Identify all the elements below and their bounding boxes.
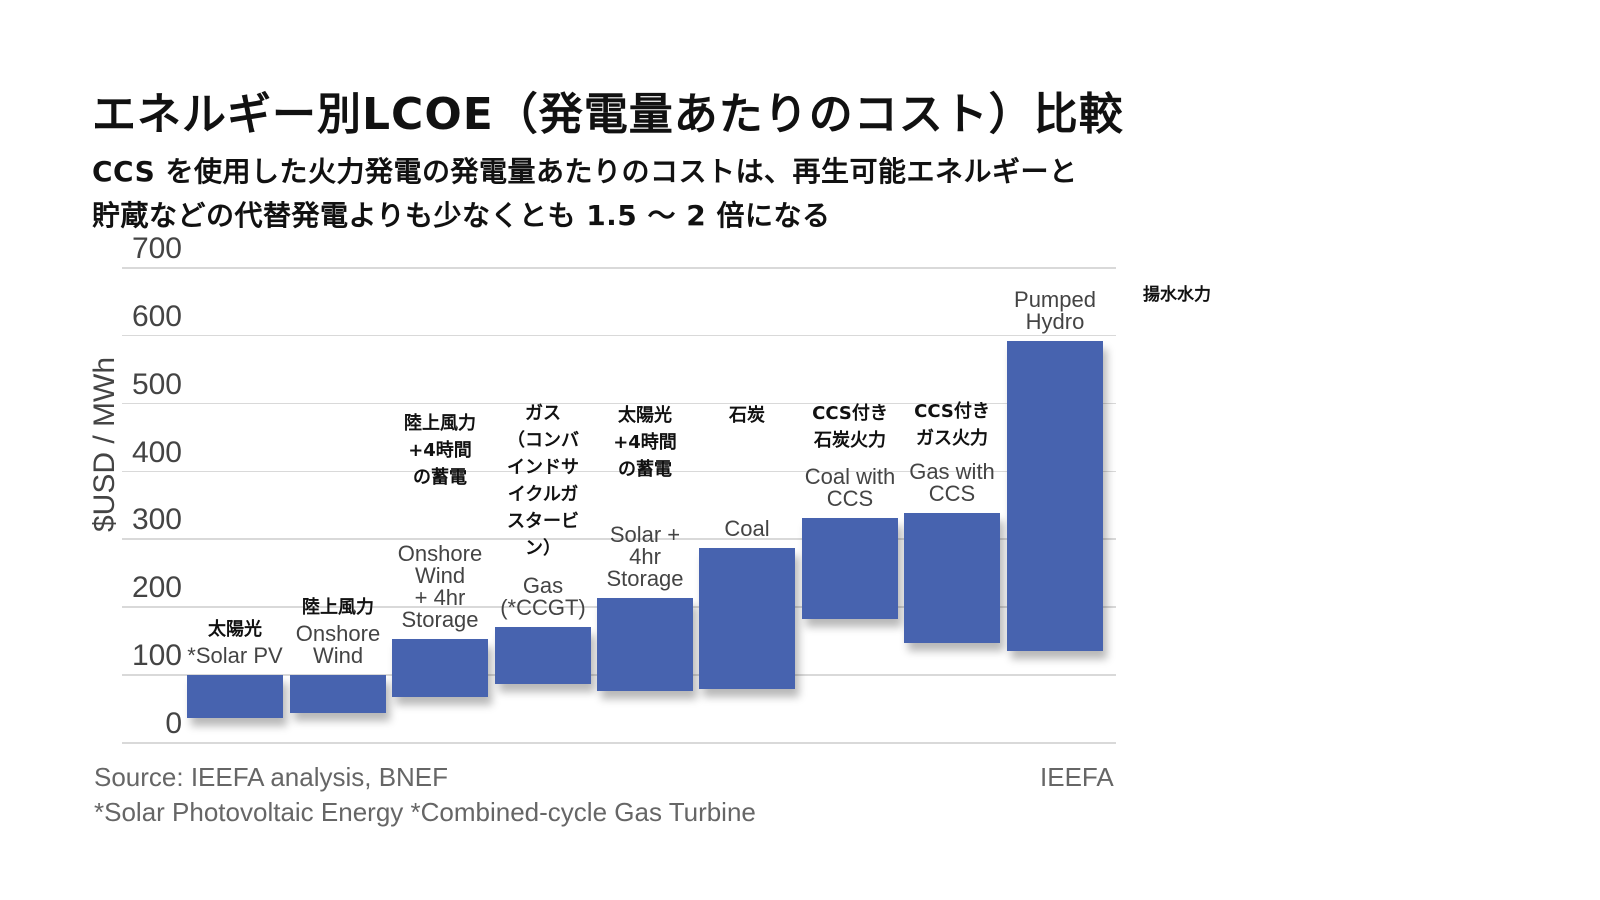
bar-coal-with-ccs xyxy=(802,517,898,619)
label-line: Storage xyxy=(606,565,684,591)
label-line: イクルガ xyxy=(507,484,579,505)
gridline xyxy=(122,267,1116,269)
label-line: 揚水水力 xyxy=(1143,285,1211,305)
label-line: Wind xyxy=(312,643,364,669)
label-line: Gas with xyxy=(909,458,995,484)
label-line: Onshore xyxy=(397,541,483,567)
y-tick-label: 600 xyxy=(131,299,182,333)
bar-onshore-wind xyxy=(290,675,386,714)
label-line: Coal xyxy=(724,515,770,541)
label-line: 太陽光 xyxy=(618,405,672,426)
y-axis-label: $USD / MWh xyxy=(88,356,121,532)
label-line: CCS付き xyxy=(812,403,888,424)
bar-coal xyxy=(699,547,795,689)
y-tick-label: 200 xyxy=(131,571,182,605)
bar-onshore-wind-4hr-storage xyxy=(392,639,488,697)
bar-solar-pv xyxy=(187,675,283,718)
chart-subtitle-line-1: CCS を使用した火力発電の発電量あたりのコストは、再生可能エネルギーと xyxy=(92,155,1078,188)
bar-label-en: Onshore Wind + 4hr Storage xyxy=(385,543,495,631)
bar-pumped-hydro xyxy=(1007,341,1103,651)
label-line: Coal with xyxy=(804,463,896,489)
label-line: Solar + xyxy=(609,521,681,547)
bar-label-ja: 石炭 xyxy=(692,402,802,429)
chart-subtitle-line-2: 貯蔵などの代替発電よりも少なくとも 1.5 ～ 2 倍になる xyxy=(92,199,831,232)
bar-label-en: Onshore Wind xyxy=(283,623,393,667)
bar-label-ja: CCS付きガス火力 xyxy=(897,398,1007,452)
label-line: +4時間 xyxy=(613,432,677,453)
label-line: Hydro xyxy=(1025,309,1085,335)
gridline xyxy=(122,470,1116,473)
chart-title: エネルギー別LCOE（発電量あたりのコスト）比較 xyxy=(92,89,1124,140)
source-note: Source: IEEFA analysis, BNEF xyxy=(94,762,449,792)
bar-solar-4hr-storage xyxy=(597,597,693,691)
label-line: 石炭 xyxy=(729,405,765,426)
y-tick-label: 400 xyxy=(131,435,182,469)
label-line: *Solar PV xyxy=(187,643,283,669)
label-line: Gas xyxy=(522,572,564,598)
label-line: CCS xyxy=(826,485,874,511)
label-line: 石炭火力 xyxy=(814,430,886,451)
bar-label-en: Solar +4hr Storage xyxy=(590,521,700,591)
bar-label-en: Gas with CCS xyxy=(897,458,1007,506)
bar-label-ja: ガス （コンバインドサイクルガスタービン） xyxy=(488,400,598,562)
footnote: *Solar Photovoltaic Energy *Combined-cyc… xyxy=(94,797,756,827)
label-line: Storage xyxy=(401,607,479,633)
y-tick-label: 0 xyxy=(165,707,182,740)
y-tick-label: 700 xyxy=(131,232,182,265)
bar-gas-ccgt xyxy=(495,626,591,684)
label-line: 太陽光 xyxy=(208,619,262,641)
bar-label-ja: 太陽光 xyxy=(180,616,290,643)
label-line: 陸上風力 xyxy=(404,413,476,434)
label-line: インドサ xyxy=(507,457,579,478)
bar-label-en: Pumped Hydro xyxy=(1000,289,1110,333)
bar-label-ja: 陸上風力 +4時間の蓄電 xyxy=(385,410,495,491)
label-line: ン） xyxy=(525,538,561,559)
label-line: ガス火力 xyxy=(916,428,988,449)
gridline xyxy=(122,334,1116,337)
label-line: の蓄電 xyxy=(618,459,672,480)
label-line: +4時間 xyxy=(408,440,472,461)
label-line: CCS xyxy=(928,480,976,506)
gridline xyxy=(122,538,1116,540)
label-line: Pumped xyxy=(1014,287,1096,313)
y-tick-label: 500 xyxy=(131,367,182,401)
y-tick-label: 300 xyxy=(131,503,182,537)
brand-label: IEEFA xyxy=(1040,762,1114,792)
label-line: 陸上風力 xyxy=(302,597,374,619)
label-line: Onshore xyxy=(295,621,381,647)
y-tick-label: 100 xyxy=(131,639,182,673)
gridline xyxy=(122,742,1116,744)
bar-label-ja: 太陽光 +4時間の蓄電 xyxy=(590,402,700,483)
label-line: + 4hr xyxy=(414,585,466,611)
label-line: 4hr xyxy=(629,543,661,569)
bar-gas-with-ccs xyxy=(904,512,1000,643)
bar-label-ja: CCS付き石炭火力 xyxy=(795,400,905,454)
label-line: スタービ xyxy=(507,511,579,532)
label-line: （コンバ xyxy=(507,430,579,451)
label-line: Wind xyxy=(414,563,466,589)
bar-label-en: Gas (*CCGT) xyxy=(488,572,598,620)
bar-label-ja: 揚水水力 xyxy=(1143,280,1211,305)
bar-label-en: Coal with CCS xyxy=(795,463,905,511)
gridline xyxy=(122,402,1116,405)
bar-label-ja: 陸上風力 xyxy=(283,594,393,621)
bar-label-en: Coal xyxy=(692,515,802,541)
label-line: (*CCGT) xyxy=(500,594,586,620)
bar-label-en: *Solar PV xyxy=(173,645,297,667)
label-line: ガス xyxy=(525,403,561,424)
label-line: の蓄電 xyxy=(413,467,467,488)
label-line: CCS付き xyxy=(914,401,990,422)
